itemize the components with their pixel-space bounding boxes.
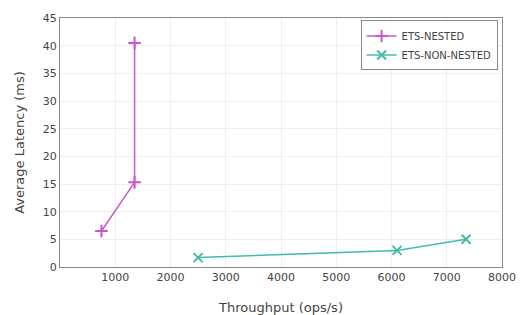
svg-text:Throughput (ops/s): Throughput (ops/s) [218,300,343,315]
svg-text:25: 25 [43,123,57,136]
svg-text:45: 45 [43,12,57,25]
svg-text:3000: 3000 [212,271,240,284]
svg-text:ETS-NESTED: ETS-NESTED [402,31,465,42]
svg-text:5: 5 [50,233,57,246]
svg-text:2000: 2000 [157,271,185,284]
svg-text:8000: 8000 [488,271,516,284]
svg-text:40: 40 [43,40,57,53]
svg-text:30: 30 [43,95,57,108]
svg-text:ETS-NON-NESTED: ETS-NON-NESTED [402,50,491,61]
svg-text:0: 0 [50,261,57,274]
svg-text:35: 35 [43,67,57,80]
svg-text:15: 15 [43,178,57,191]
svg-text:5000: 5000 [322,271,350,284]
svg-text:4000: 4000 [267,271,295,284]
svg-text:7000: 7000 [433,271,461,284]
svg-text:20: 20 [43,150,57,163]
svg-text:10: 10 [43,206,57,219]
svg-text:6000: 6000 [378,271,406,284]
svg-text:Average Latency (ms): Average Latency (ms) [12,71,27,214]
svg-text:1000: 1000 [101,271,129,284]
